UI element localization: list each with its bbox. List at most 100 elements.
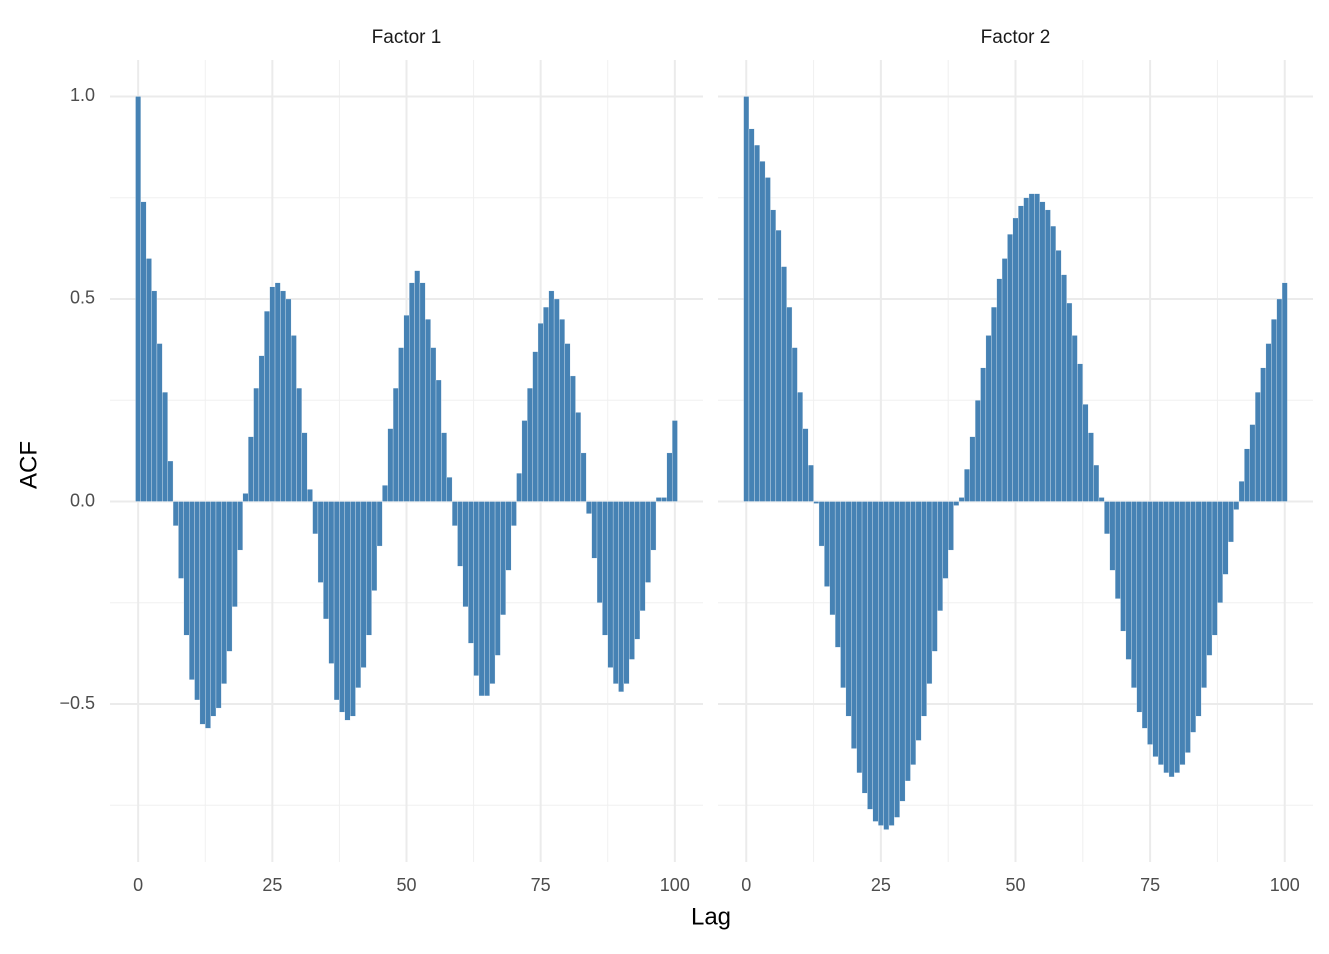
x-tick-label: 50 — [1005, 875, 1025, 895]
bar — [650, 501, 657, 551]
bar — [958, 497, 965, 502]
bar — [387, 428, 394, 502]
bar — [1012, 217, 1019, 502]
bar — [1093, 464, 1100, 502]
bar — [553, 298, 560, 502]
bar — [1195, 501, 1202, 717]
bar — [1217, 501, 1223, 603]
bar — [623, 501, 630, 684]
bar — [317, 501, 324, 583]
bar — [1077, 363, 1083, 502]
bar — [1281, 282, 1288, 502]
bar — [398, 347, 404, 502]
x-tick-label: 50 — [396, 875, 416, 895]
bar — [1088, 432, 1094, 502]
bar — [1254, 391, 1261, 502]
bar — [484, 501, 490, 697]
bar — [500, 501, 506, 616]
x-axis-title: Lag — [691, 903, 731, 930]
bar — [1109, 501, 1116, 571]
bar — [1238, 481, 1245, 502]
bar — [333, 501, 340, 701]
bar — [312, 501, 319, 535]
bar — [527, 387, 533, 502]
bar — [926, 501, 933, 684]
bar — [1271, 319, 1277, 502]
bar — [1168, 501, 1175, 778]
y-tick-label: 0.5 — [70, 288, 95, 308]
bar — [1206, 501, 1213, 656]
bar — [851, 501, 857, 749]
bar — [883, 501, 890, 830]
x-tick-label: 75 — [531, 875, 551, 895]
bar — [1028, 193, 1035, 502]
bar — [231, 501, 238, 607]
bar — [580, 452, 587, 502]
bar — [969, 436, 976, 502]
bar — [878, 501, 884, 826]
bar — [910, 501, 917, 765]
bar — [748, 128, 755, 502]
bar — [904, 501, 911, 782]
bar — [991, 306, 997, 502]
bar — [1260, 367, 1267, 502]
bar — [1158, 501, 1164, 765]
bar — [264, 310, 270, 502]
bar — [339, 501, 345, 713]
bar — [661, 497, 667, 502]
bar — [1276, 298, 1283, 502]
bar — [1244, 448, 1250, 502]
bar — [366, 501, 372, 636]
bar — [446, 477, 453, 502]
bar — [376, 501, 383, 547]
bar — [639, 501, 646, 612]
bar — [280, 290, 286, 502]
bar — [489, 501, 496, 684]
bar — [285, 298, 292, 502]
bar — [813, 501, 820, 504]
bar — [791, 347, 798, 502]
bar — [974, 400, 981, 502]
bar — [754, 144, 760, 502]
bar — [996, 278, 1003, 502]
bar — [205, 501, 211, 729]
bar — [194, 501, 201, 701]
bar — [425, 319, 431, 502]
bar — [1179, 501, 1186, 765]
bar — [775, 229, 782, 502]
bar — [602, 501, 608, 636]
bar — [296, 387, 303, 502]
bar — [1066, 302, 1073, 502]
bar — [1018, 205, 1024, 502]
bar — [570, 375, 576, 502]
bar — [1125, 501, 1132, 660]
bar — [618, 501, 624, 693]
bar — [350, 501, 356, 717]
bar — [355, 501, 362, 688]
bar — [473, 501, 480, 676]
bar — [559, 319, 565, 502]
bar — [764, 177, 771, 502]
bar — [430, 347, 437, 502]
bar — [451, 501, 458, 526]
bar — [307, 489, 313, 502]
bar — [543, 306, 549, 502]
x-tick-label: 25 — [871, 875, 891, 895]
bar — [781, 266, 787, 502]
bar — [931, 501, 938, 652]
bar — [888, 501, 895, 826]
bar — [146, 258, 152, 502]
bar — [494, 501, 501, 656]
bar — [274, 282, 281, 502]
bar — [575, 412, 582, 502]
bar — [759, 161, 766, 502]
bar — [183, 501, 190, 636]
bar — [290, 335, 297, 502]
bar — [802, 428, 809, 502]
bar — [829, 501, 836, 616]
bar — [1034, 193, 1040, 502]
bar — [221, 501, 227, 684]
bar — [521, 420, 528, 502]
bar — [845, 501, 852, 717]
x-tick-label: 75 — [1140, 875, 1160, 895]
